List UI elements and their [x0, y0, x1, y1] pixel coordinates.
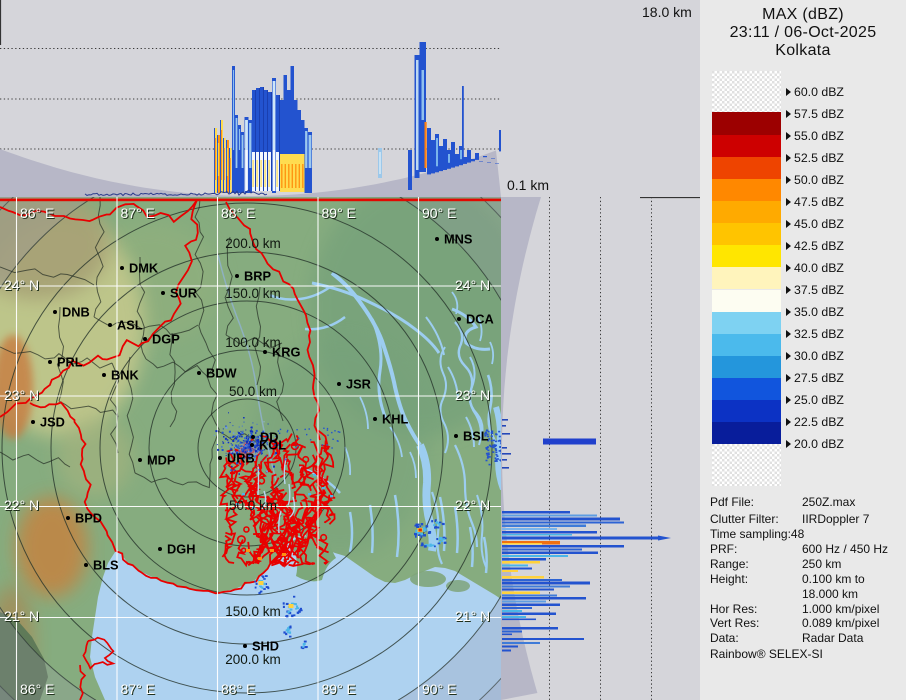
svg-text:89° E: 89° E [323, 206, 357, 222]
svg-text:ASL: ASL [117, 318, 143, 333]
svg-text:50.0 km: 50.0 km [229, 498, 277, 513]
svg-text:SHD: SHD [252, 639, 279, 654]
svg-text:200.0 km: 200.0 km [225, 652, 281, 667]
svg-text:87° E: 87° E [122, 682, 156, 698]
svg-text:23° N: 23° N [456, 388, 491, 404]
svg-text:JSD: JSD [40, 415, 65, 430]
svg-text:MNS: MNS [444, 232, 473, 247]
svg-text:DGP: DGP [152, 332, 180, 347]
svg-text:DCA: DCA [466, 312, 494, 327]
svg-text:DMK: DMK [129, 261, 159, 276]
svg-text:KRG: KRG [272, 345, 300, 360]
svg-text:90° E: 90° E [422, 681, 456, 697]
svg-text:87° E: 87° E [121, 681, 155, 697]
svg-text:BPD: BPD [75, 511, 102, 526]
svg-text:86° E: 86° E [20, 681, 54, 697]
svg-text:PRL: PRL [57, 355, 83, 370]
svg-text:KHL: KHL [382, 412, 408, 427]
svg-text:86° E: 86° E [21, 682, 55, 698]
svg-text:23° N: 23° N [455, 387, 490, 403]
svg-text:86° E: 86° E [21, 206, 55, 222]
svg-text:88° E: 88° E [221, 205, 255, 221]
svg-text:150.0 km: 150.0 km [225, 286, 281, 301]
svg-text:200.0 km: 200.0 km [225, 236, 281, 251]
svg-text:21° N: 21° N [5, 609, 40, 625]
svg-text:BRP: BRP [244, 269, 271, 284]
svg-text:86° E: 86° E [20, 205, 54, 221]
svg-text:24° N: 24° N [4, 277, 39, 293]
svg-text:DNB: DNB [62, 305, 90, 320]
svg-text:87° E: 87° E [122, 206, 156, 222]
svg-text:90° E: 90° E [422, 205, 456, 221]
svg-text:23° N: 23° N [4, 387, 39, 403]
svg-text:22° N: 22° N [455, 497, 490, 513]
svg-text:22° N: 22° N [456, 498, 491, 514]
svg-text:90° E: 90° E [423, 682, 457, 698]
svg-text:24° N: 24° N [456, 278, 491, 294]
svg-text:MDP: MDP [147, 453, 176, 468]
svg-text:88° E: 88° E [222, 682, 256, 698]
svg-text:21° N: 21° N [4, 608, 39, 624]
svg-text:150.0 km: 150.0 km [225, 604, 281, 619]
svg-text:URB: URB [227, 451, 255, 466]
svg-text:89° E: 89° E [322, 681, 356, 697]
svg-text:BSL: BSL [463, 429, 489, 444]
svg-text:90° E: 90° E [423, 206, 457, 222]
svg-text:21° N: 21° N [455, 608, 490, 624]
svg-text:50.0 km: 50.0 km [229, 384, 277, 399]
svg-text:BNK: BNK [111, 368, 139, 383]
svg-text:24° N: 24° N [455, 277, 490, 293]
svg-text:89° E: 89° E [323, 682, 357, 698]
svg-text:BLS: BLS [93, 558, 119, 573]
svg-text:23° N: 23° N [5, 388, 40, 404]
svg-text:22° N: 22° N [5, 498, 40, 514]
svg-text:BDW: BDW [206, 366, 237, 381]
svg-text:87° E: 87° E [121, 205, 155, 221]
svg-text:SUR: SUR [170, 286, 197, 301]
svg-text:JSR: JSR [346, 377, 371, 392]
svg-text:100.0 km: 100.0 km [225, 335, 281, 350]
svg-text:21° N: 21° N [456, 609, 491, 625]
svg-text:KOL: KOL [259, 438, 286, 453]
svg-text:88° E: 88° E [222, 206, 256, 222]
svg-text:DGH: DGH [167, 542, 195, 557]
svg-text:24° N: 24° N [5, 278, 40, 294]
svg-text:88° E: 88° E [221, 681, 255, 697]
svg-text:DD: DD [260, 430, 278, 445]
svg-text:22° N: 22° N [4, 497, 39, 513]
svg-text:89° E: 89° E [322, 205, 356, 221]
